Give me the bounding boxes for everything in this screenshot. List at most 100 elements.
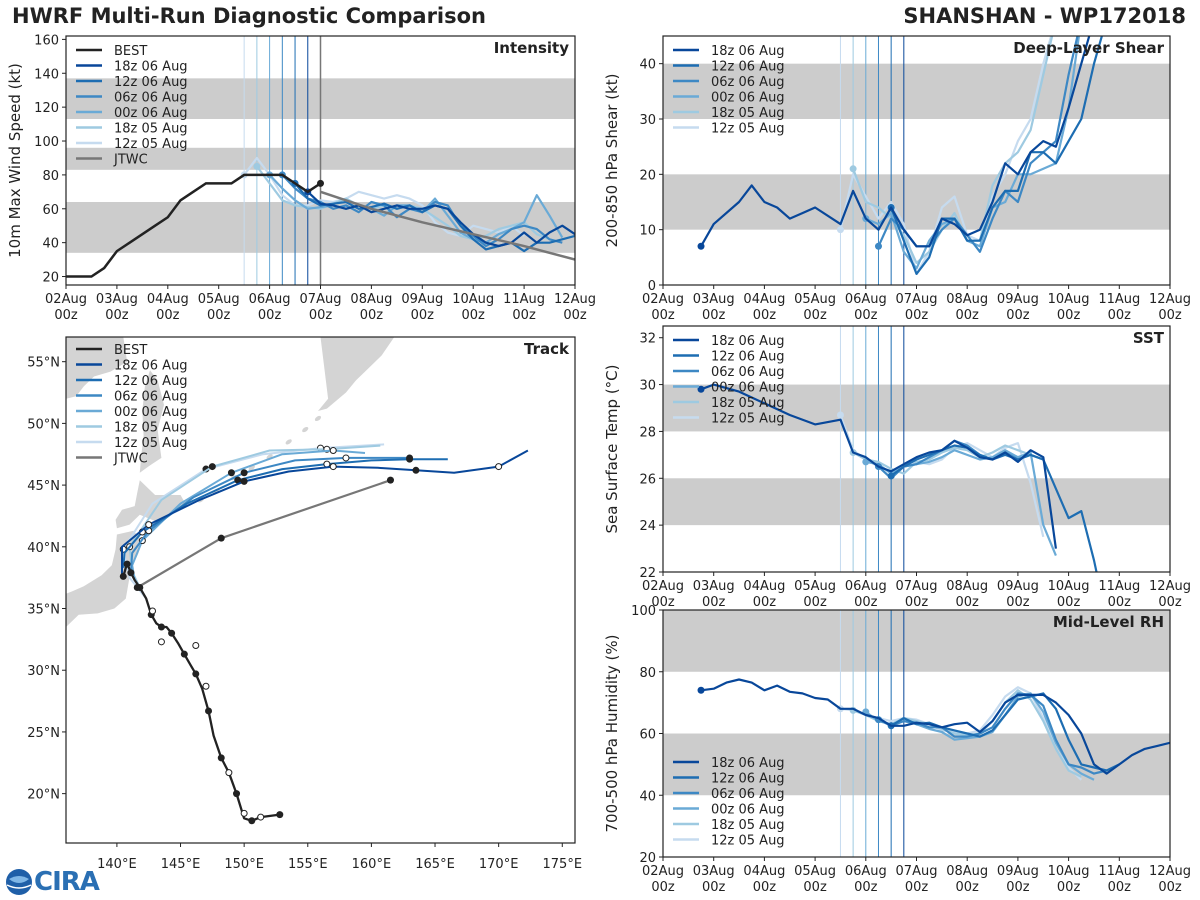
x-tick-sublabel: 00z xyxy=(702,595,726,610)
x-tick-label: 06Aug xyxy=(845,864,887,879)
plot-frame xyxy=(65,336,576,844)
series-start-point xyxy=(253,162,261,170)
y-tick-label: 24 xyxy=(639,519,656,534)
y-tick-label: 40 xyxy=(639,58,656,73)
best-marker xyxy=(233,790,241,798)
legend-entry: 18z 06 Aug xyxy=(114,359,188,374)
series-start-point xyxy=(697,686,705,694)
kuril-island xyxy=(285,439,292,445)
x-tick-label: 07Aug xyxy=(896,292,938,307)
legend-entry: 18z 06 Aug xyxy=(711,334,785,349)
x-tick-sublabel: 00z xyxy=(651,595,675,610)
x-tick-sublabel: 00z xyxy=(803,880,827,895)
x-tick-label: 12Aug xyxy=(554,292,596,307)
x-tick-label: 02Aug xyxy=(642,864,684,879)
y-tick-label: 80 xyxy=(42,169,59,184)
series-start-point xyxy=(849,165,857,173)
x-tick-sublabel: 00z xyxy=(956,308,980,323)
x-tick-label: 05Aug xyxy=(794,579,836,594)
legend-entry: 18z 06 Aug xyxy=(711,44,785,59)
track-marker xyxy=(329,447,337,455)
x-tick-label: 165°E xyxy=(415,857,455,872)
x-tick-label: 170°E xyxy=(479,857,519,872)
best-marker xyxy=(248,817,256,825)
legend-entry: BEST xyxy=(114,343,147,358)
best-marker xyxy=(217,754,225,762)
x-tick-label: 05Aug xyxy=(198,292,240,307)
legend-entry: 18z 05 Aug xyxy=(114,421,188,436)
y-tick-label: 20 xyxy=(42,271,59,286)
best-marker xyxy=(119,572,127,580)
best-marker xyxy=(123,560,131,568)
track-line-12z-06-Aug xyxy=(122,458,448,568)
panel-title: Track xyxy=(524,340,570,358)
x-tick-label: 03Aug xyxy=(693,292,735,307)
x-tick-sublabel: 00z xyxy=(258,308,282,323)
kamchatka-peninsula xyxy=(282,337,395,411)
x-tick-label: 12Aug xyxy=(1149,864,1191,879)
x-tick-label: 04Aug xyxy=(743,292,785,307)
x-tick-label: 03Aug xyxy=(693,864,735,879)
track-marker xyxy=(208,463,216,471)
track-line-18z-06-Aug xyxy=(121,449,529,576)
legend-entry: 12z 05 Aug xyxy=(114,137,188,152)
best-open-marker xyxy=(225,769,233,777)
jtwc-forecast-line xyxy=(320,190,575,261)
track-marker xyxy=(240,477,248,485)
legend-entry: 06z 06 Aug xyxy=(711,75,785,90)
series-line-12z-06-Aug xyxy=(890,36,1104,275)
best-marker xyxy=(136,584,144,592)
y-tick-label: 35°N xyxy=(27,603,60,618)
x-tick-sublabel: 00z xyxy=(1057,595,1081,610)
legend-entry: JTWC xyxy=(113,153,148,168)
x-tick-sublabel: 00z xyxy=(905,308,929,323)
x-tick-label: 11Aug xyxy=(503,292,545,307)
best-open-marker xyxy=(192,642,200,650)
x-tick-label: 06Aug xyxy=(845,292,887,307)
x-tick-sublabel: 00z xyxy=(854,595,878,610)
sakhalin-island xyxy=(139,370,164,473)
y-tick-label: 60 xyxy=(42,203,59,218)
x-tick-label: 145°E xyxy=(161,857,201,872)
legend-entry: 00z 06 Aug xyxy=(711,381,785,396)
y-tick-label: 160 xyxy=(34,33,59,48)
track-marker xyxy=(145,521,153,529)
legend-entry: 12z 06 Aug xyxy=(711,60,785,75)
legend-entry: 12z 06 Aug xyxy=(114,75,188,90)
y-tick-label: 55°N xyxy=(27,356,60,371)
panel-title: Mid-Level RH xyxy=(1053,613,1164,631)
x-tick-sublabel: 00z xyxy=(702,308,726,323)
x-tick-label: 155°E xyxy=(288,857,328,872)
legend-entry: 06z 06 Aug xyxy=(711,365,785,380)
x-tick-sublabel: 00z xyxy=(1158,308,1182,323)
track-marker xyxy=(406,455,414,463)
best-marker xyxy=(205,707,213,715)
legend-entry: 18z 05 Aug xyxy=(711,818,785,833)
x-tick-sublabel: 00z xyxy=(956,595,980,610)
series-group xyxy=(66,156,575,278)
x-tick-label: 09Aug xyxy=(997,579,1039,594)
storm-name: SHANSHAN - WP172018 xyxy=(903,4,1186,28)
x-tick-label: 02Aug xyxy=(45,292,87,307)
best-marker xyxy=(157,623,165,631)
x-tick-sublabel: 00z xyxy=(803,308,827,323)
x-tick-label: 06Aug xyxy=(249,292,291,307)
y-tick-label: 26 xyxy=(639,472,656,487)
y-tick-label: 40°N xyxy=(27,541,60,556)
y-tick-label: 20 xyxy=(639,168,656,183)
legend-entry: 06z 06 Aug xyxy=(114,390,188,405)
series-line-18z-05-Aug xyxy=(852,444,1044,475)
x-tick-sublabel: 00z xyxy=(1006,595,1030,610)
best-open-marker xyxy=(240,809,248,817)
y-axis-label: Sea Surface Temp (°C) xyxy=(603,364,621,533)
x-tick-label: 05Aug xyxy=(794,864,836,879)
y-tick-label: 40 xyxy=(639,789,656,804)
series-line-18z-06-Aug xyxy=(700,36,1091,248)
chart-title: HWRF Multi-Run Diagnostic Comparison xyxy=(12,4,487,28)
legend-entry: 12z 06 Aug xyxy=(711,350,785,365)
y-axis-label: 700-500 hPa Humidity (%) xyxy=(603,634,621,832)
legend-entry: 18z 05 Aug xyxy=(114,122,188,137)
y-tick-label: 10 xyxy=(639,224,656,239)
shaded-band xyxy=(663,610,1170,672)
